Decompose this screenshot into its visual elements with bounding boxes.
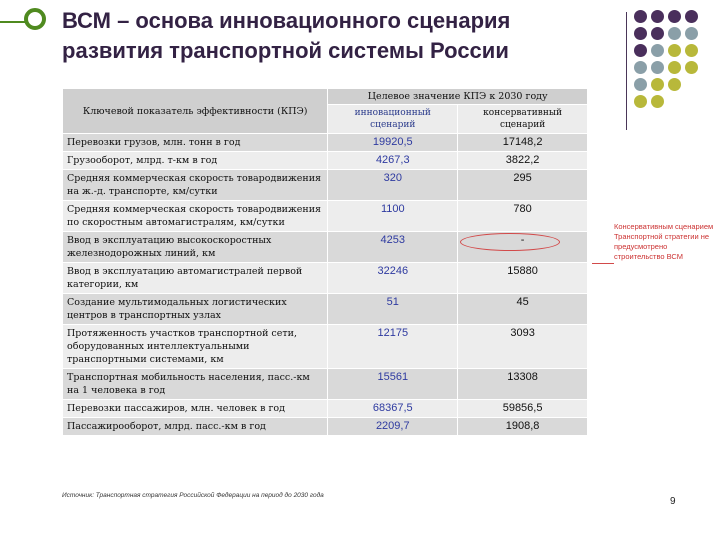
row-label: Перевозки пассажиров, млн. человек в год: [61, 399, 329, 418]
row-label: Средняя коммерческая скорость товародвиж…: [61, 169, 329, 201]
value-conservative-highlighted: -: [457, 231, 588, 263]
decor-dot: [651, 10, 664, 23]
page-number: 9: [670, 496, 676, 507]
row-label: Грузооборот, млрд. т-км в год: [61, 151, 329, 170]
value-conservative: 59856,5: [457, 399, 588, 418]
title-accent-line: [0, 21, 28, 23]
value-innovation: 320: [327, 169, 459, 201]
value-innovation: 4253: [327, 231, 459, 263]
decor-dot: [634, 95, 647, 108]
row-label: Пассажирооборот, млрд. пасс.-км в год: [61, 417, 329, 436]
value-conservative: 17148,2: [457, 133, 588, 152]
title-accent-circle: [24, 8, 46, 30]
row-label: Ввод в эксплуатацию автомагистралей перв…: [61, 262, 329, 294]
table-row: Создание мультимодальных логистических ц…: [61, 293, 588, 325]
kpi-table: Ключевой показатель эффективности (КПЭ) …: [61, 88, 588, 436]
header-innovation: инновационный сценарий: [327, 104, 459, 134]
value-conservative: 3822,2: [457, 151, 588, 170]
highlight-ellipse: [460, 233, 561, 251]
table-subheader-row: инновационный сценарий консервативный сц…: [63, 104, 588, 134]
source-footnote: Источник: Транспортная стратегия Российс…: [62, 492, 324, 499]
decor-dot: [651, 95, 664, 108]
value-innovation: 1100: [327, 200, 459, 232]
note-connector-line: [592, 263, 614, 264]
table-row: Грузооборот, млрд. т-км в год 4267,3 382…: [61, 151, 588, 170]
slide-title: ВСМ – основа инновационного сценария раз…: [62, 8, 511, 63]
value-innovation: 15561: [327, 368, 459, 400]
row-label: Ввод в эксплуатацию высокоскоростных жел…: [61, 231, 329, 263]
table-row: Перевозки пассажиров, млн. человек в год…: [61, 399, 588, 418]
decor-dot: [668, 78, 681, 91]
decor-dot: [685, 44, 698, 57]
header-target: Целевое значение КПЭ к 2030 году: [327, 88, 588, 105]
table-row: Средняя коммерческая скорость товародвиж…: [61, 200, 588, 232]
decor-dot: [685, 10, 698, 23]
value-conservative: 1908,8: [457, 417, 588, 436]
header-conservative: консервативный сценарий: [457, 104, 588, 134]
value-innovation: 4267,3: [327, 151, 459, 170]
value-conservative: 3093: [457, 324, 588, 369]
value-innovation: 2209,7: [327, 417, 459, 436]
value-conservative: 13308: [457, 368, 588, 400]
decor-dot: [634, 27, 647, 40]
decor-dot: [651, 44, 664, 57]
table-row: Протяженность участков транспортной сети…: [61, 324, 588, 369]
decor-dot: [634, 10, 647, 23]
value-innovation: 32246: [327, 262, 459, 294]
row-label: Средняя коммерческая скорость товародвиж…: [61, 200, 329, 232]
decor-dot: [668, 10, 681, 23]
callout-note: Консервативным сценарием Транспортной ст…: [614, 222, 714, 261]
decor-dot: [668, 61, 681, 74]
table-row: Средняя коммерческая скорость товародвиж…: [61, 169, 588, 201]
title-area: ВСМ – основа инновационного сценария раз…: [0, 0, 600, 80]
row-label: Перевозки грузов, млн. тонн в год: [61, 133, 329, 152]
decor-dot: [651, 27, 664, 40]
decor-dot: [634, 61, 647, 74]
row-label: Транспортная мобильность населения, пасс…: [61, 368, 329, 400]
value-innovation: 19920,5: [327, 133, 459, 152]
value-conservative: 295: [457, 169, 588, 201]
decor-dot: [668, 44, 681, 57]
value-conservative: 45: [457, 293, 588, 325]
row-label: Протяженность участков транспортной сети…: [61, 324, 329, 369]
decor-dot: [651, 61, 664, 74]
table-header-row: Ключевой показатель эффективности (КПЭ) …: [61, 88, 588, 134]
header-kpi: Ключевой показатель эффективности (КПЭ): [61, 88, 329, 134]
decor-divider: [626, 12, 627, 130]
value-innovation: 68367,5: [327, 399, 459, 418]
table-row: Пассажирооборот, млрд. пасс.-км в год 22…: [61, 417, 588, 436]
table-row: Перевозки грузов, млн. тонн в год 19920,…: [61, 133, 588, 152]
value-conservative: 780: [457, 200, 588, 232]
row-label: Создание мультимодальных логистических ц…: [61, 293, 329, 325]
decor-dot: [685, 61, 698, 74]
table-row: Транспортная мобильность населения, пасс…: [61, 368, 588, 400]
value-innovation: 51: [327, 293, 459, 325]
table-row: Ввод в эксплуатацию высокоскоростных жел…: [61, 231, 588, 263]
value-conservative: 15880: [457, 262, 588, 294]
decor-dot: [634, 78, 647, 91]
decor-dot: [685, 27, 698, 40]
decor-dot: [668, 27, 681, 40]
table-row: Ввод в эксплуатацию автомагистралей перв…: [61, 262, 588, 294]
decor-dot: [634, 44, 647, 57]
decor-dot: [651, 78, 664, 91]
value-innovation: 12175: [327, 324, 459, 369]
